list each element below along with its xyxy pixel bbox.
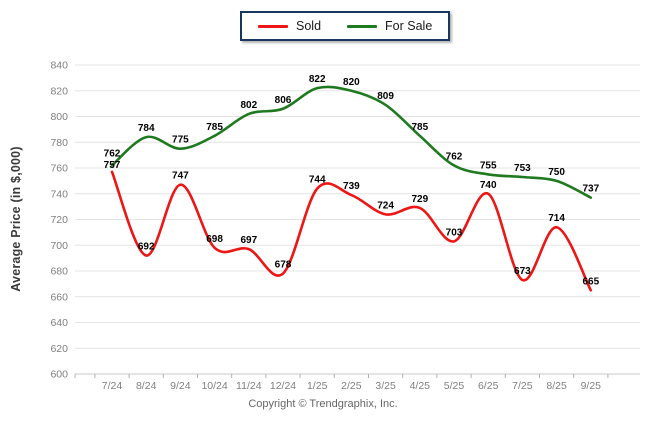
series-line-for-sale <box>110 85 593 199</box>
y-tick-label: 620 <box>50 343 68 355</box>
x-tick-label: 2/25 <box>341 380 362 392</box>
data-label-sold: 678 <box>275 260 292 271</box>
y-tick-label: 720 <box>50 214 68 226</box>
copyright-text: Copyright © Trendgraphix, Inc. <box>248 398 398 410</box>
x-tick-label: 1/25 <box>307 380 328 392</box>
x-tick-label: 10/24 <box>201 380 227 392</box>
data-label-sold: 744 <box>309 175 326 186</box>
legend-label-sold: Sold <box>296 19 322 33</box>
data-label-sold: 673 <box>514 266 531 277</box>
data-label-for-sale: 802 <box>240 100 257 111</box>
data-label-for-sale: 820 <box>343 77 360 88</box>
data-label-for-sale: 809 <box>377 91 394 102</box>
y-tick-label: 640 <box>50 317 68 329</box>
data-label-for-sale: 806 <box>275 95 292 106</box>
data-label-sold: 739 <box>343 181 360 192</box>
data-label-for-sale: 784 <box>138 123 155 134</box>
for-sale-line-swatch <box>347 24 378 28</box>
y-tick-label: 600 <box>50 369 68 381</box>
x-tick-label: 6/25 <box>478 380 499 392</box>
data-label-sold: 740 <box>480 180 497 191</box>
data-label-sold: 724 <box>377 200 394 211</box>
x-tick-label: 9/25 <box>581 380 602 392</box>
data-label-sold: 697 <box>240 235 257 246</box>
x-tick-label: 11/24 <box>236 380 262 392</box>
x-tick-label: 5/25 <box>444 380 465 392</box>
data-label-sold: 757 <box>104 160 121 171</box>
data-label-sold: 703 <box>446 227 463 238</box>
legend-item-for-sale: For Sale <box>347 19 432 33</box>
sold-line-swatch <box>258 24 288 28</box>
data-label-sold: 714 <box>548 213 565 224</box>
data-label-for-sale: 755 <box>480 160 497 171</box>
x-tick-label: 9/24 <box>170 380 191 392</box>
y-tick-label: 760 <box>50 163 68 175</box>
data-label-for-sale: 750 <box>548 167 565 178</box>
data-label-for-sale: 762 <box>104 148 121 159</box>
legend-label-for-sale: For Sale <box>385 19 433 33</box>
x-tick-label: 7/24 <box>102 380 123 392</box>
data-label-for-sale: 737 <box>582 184 599 195</box>
data-label-sold: 692 <box>138 242 155 253</box>
data-label-sold: 729 <box>411 194 428 205</box>
y-axis-label: Average Price (in $,000) <box>9 146 23 292</box>
data-label-sold: 698 <box>206 234 223 245</box>
data-label-sold: 747 <box>172 171 189 182</box>
data-label-for-sale: 785 <box>206 122 223 133</box>
y-tick-label: 780 <box>50 137 68 149</box>
y-tick-label: 800 <box>50 111 68 123</box>
data-label-sold: 665 <box>582 276 599 287</box>
legend: Sold For Sale <box>240 11 451 41</box>
y-tick-label: 680 <box>50 266 68 278</box>
y-tick-label: 740 <box>50 188 68 200</box>
data-label-for-sale: 822 <box>309 74 326 85</box>
y-tick-label: 840 <box>50 60 68 72</box>
y-tick-label: 660 <box>50 291 68 303</box>
data-label-for-sale: 753 <box>514 163 531 174</box>
x-tick-label: 12/24 <box>270 380 296 392</box>
legend-item-sold: Sold <box>258 19 321 33</box>
x-tick-label: 8/24 <box>136 380 157 392</box>
y-tick-label: 820 <box>50 85 68 97</box>
data-label-for-sale: 775 <box>172 135 189 146</box>
data-label-for-sale: 762 <box>446 151 463 162</box>
x-tick-label: 4/25 <box>410 380 431 392</box>
y-tick-label: 700 <box>50 240 68 252</box>
series-line-sold <box>110 170 593 292</box>
x-tick-label: 7/25 <box>512 380 533 392</box>
data-label-for-sale: 785 <box>411 122 428 133</box>
x-tick-label: 3/25 <box>375 380 396 392</box>
x-tick-label: 8/25 <box>546 380 567 392</box>
